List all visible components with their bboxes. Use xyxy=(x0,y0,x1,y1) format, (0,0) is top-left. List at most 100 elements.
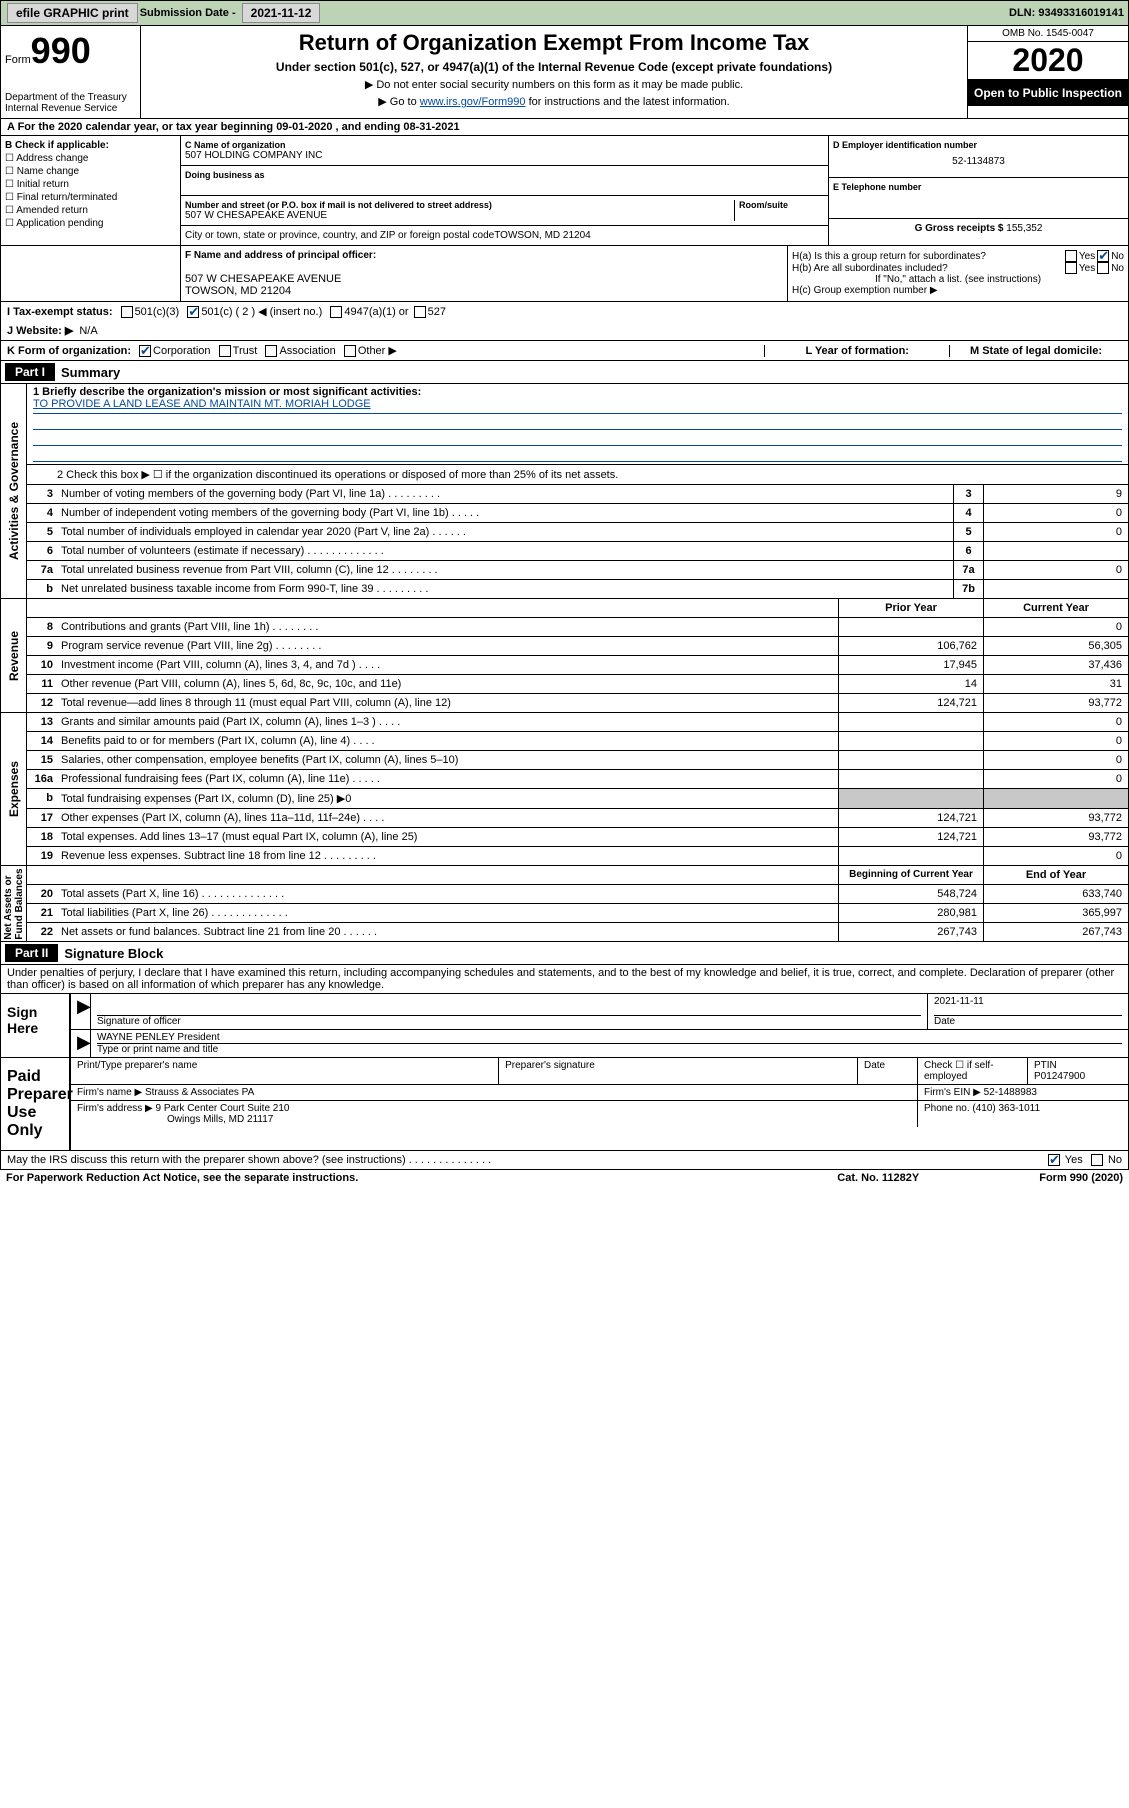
chk-501c[interactable] xyxy=(187,306,199,318)
firm-phone-label: Phone no. xyxy=(924,1103,972,1114)
city: TOWSON, MD 21204 xyxy=(494,230,591,241)
form-subtitle: Under section 501(c), 527, or 4947(a)(1)… xyxy=(149,60,959,74)
ha-label: H(a) Is this a group return for subordin… xyxy=(792,251,1063,262)
f-addr2: TOWSON, MD 21204 xyxy=(185,285,783,297)
chk-initial-return[interactable]: ☐ Initial return xyxy=(5,179,176,190)
part1-header: Part ISummary xyxy=(0,361,1129,384)
chk-4947[interactable] xyxy=(330,306,342,318)
chk-trust[interactable] xyxy=(219,345,231,357)
chk-501c3[interactable] xyxy=(121,306,133,318)
prep-sig-label: Preparer's signature xyxy=(505,1060,595,1071)
top-bar: efile GRAPHIC print Submission Date - 20… xyxy=(0,0,1129,26)
row-a-period: A For the 2020 calendar year, or tax yea… xyxy=(0,119,1129,136)
form-title: Return of Organization Exempt From Incom… xyxy=(149,30,959,56)
chk-amended[interactable]: ☐ Amended return xyxy=(5,205,176,216)
gross-label: G Gross receipts $ xyxy=(915,223,1007,234)
street-label: Number and street (or P.O. box if mail i… xyxy=(185,200,734,210)
firm-name: Strauss & Associates PA xyxy=(145,1087,254,1098)
chk-527[interactable] xyxy=(414,306,426,318)
chk-corp[interactable] xyxy=(139,345,151,357)
irs-link[interactable]: www.irs.gov/Form990 xyxy=(420,96,526,108)
vlabel-na: Net Assets or Fund Balances xyxy=(3,868,25,939)
dba-label: Doing business as xyxy=(185,170,824,180)
ha-no[interactable] xyxy=(1097,250,1109,262)
table-row: 15Salaries, other compensation, employee… xyxy=(27,751,1128,770)
ein-label: D Employer identification number xyxy=(833,140,1124,150)
print-name-label: Print/Type preparer's name xyxy=(77,1060,197,1071)
grid-netassets: Net Assets or Fund Balances Beginning of… xyxy=(0,866,1129,942)
sign-block: Sign Here ▶ Signature of officer 2021-11… xyxy=(0,994,1129,1058)
table-row: 7aTotal unrelated business revenue from … xyxy=(27,561,1128,580)
chk-name-change[interactable]: ☐ Name change xyxy=(5,166,176,177)
row-k-formtype: K Form of organization: Corporation Trus… xyxy=(0,341,1129,361)
firm-ein-label: Firm's EIN ▶ xyxy=(924,1087,981,1098)
table-row: 3Number of voting members of the governi… xyxy=(27,485,1128,504)
row-i-status: I Tax-exempt status: 501(c)(3) 501(c) ( … xyxy=(0,302,1129,321)
discuss-yes[interactable] xyxy=(1048,1154,1060,1166)
efile-button[interactable]: efile GRAPHIC print xyxy=(7,3,138,23)
table-row: 12Total revenue—add lines 8 through 11 (… xyxy=(27,694,1128,712)
chk-other[interactable] xyxy=(344,345,356,357)
phone-label: E Telephone number xyxy=(833,182,1124,192)
f-label: F Name and address of principal officer: xyxy=(185,250,783,261)
discuss-no[interactable] xyxy=(1091,1154,1103,1166)
org-info-block: B Check if applicable: ☐ Address change … xyxy=(0,136,1129,246)
hdr-boy: Beginning of Current Year xyxy=(838,866,983,884)
city-label: City or town, state or province, country… xyxy=(185,230,494,241)
table-row: bTotal fundraising expenses (Part IX, co… xyxy=(27,789,1128,809)
table-row: 17Other expenses (Part IX, column (A), l… xyxy=(27,809,1128,828)
self-emp-label: Check ☐ if self-employed xyxy=(924,1060,994,1082)
firm-ein: 52-1488983 xyxy=(984,1087,1037,1098)
org-name-label: C Name of organization xyxy=(185,140,824,150)
table-row: 20Total assets (Part X, line 16) . . . .… xyxy=(27,885,1128,904)
part2-header: Part IISignature Block xyxy=(0,942,1129,965)
vlabel-rev: Revenue xyxy=(7,630,21,680)
table-row: 18Total expenses. Add lines 13–17 (must … xyxy=(27,828,1128,847)
firm-name-label: Firm's name ▶ xyxy=(77,1087,142,1098)
hdr-eoy: End of Year xyxy=(983,866,1128,884)
firm-addr-label: Firm's address ▶ xyxy=(77,1103,153,1114)
date-label: Date xyxy=(934,1016,955,1027)
hc-label: H(c) Group exemption number ▶ xyxy=(792,285,1124,296)
arrow-icon: ▶ xyxy=(71,994,91,1029)
row-j-website: J Website: ▶ N/A xyxy=(0,321,1129,341)
penalty-statement: Under penalties of perjury, I declare th… xyxy=(0,965,1129,994)
fh-block: F Name and address of principal officer:… xyxy=(0,246,1129,302)
form-number: 990 xyxy=(31,30,91,72)
form-header: Form990 Department of the Treasury Inter… xyxy=(0,26,1129,119)
hb-yes[interactable] xyxy=(1065,262,1077,274)
chk-final-return[interactable]: ☐ Final return/terminated xyxy=(5,192,176,203)
hdr-prior: Prior Year xyxy=(838,599,983,617)
chk-assoc[interactable] xyxy=(265,345,277,357)
paid-preparer-label: Paid Preparer Use Only xyxy=(1,1058,71,1150)
submission-date-button[interactable]: 2021-11-12 xyxy=(242,3,321,23)
ein: 52-1134873 xyxy=(833,150,1124,173)
dln: DLN: 93493316019141 xyxy=(1009,7,1124,19)
paid-preparer-block: Paid Preparer Use Only Print/Type prepar… xyxy=(0,1058,1129,1151)
sign-date: 2021-11-11 xyxy=(934,996,1122,1016)
table-row: bNet unrelated business taxable income f… xyxy=(27,580,1128,598)
table-row: 13Grants and similar amounts paid (Part … xyxy=(27,713,1128,732)
table-row: 8Contributions and grants (Part VIII, li… xyxy=(27,618,1128,637)
table-row: 21Total liabilities (Part X, line 26) . … xyxy=(27,904,1128,923)
type-label: Type or print name and title xyxy=(97,1044,218,1055)
grid-expenses: Expenses 13Grants and similar amounts pa… xyxy=(0,713,1129,866)
hb-note: If "No," attach a list. (see instruction… xyxy=(792,274,1124,285)
ha-yes[interactable] xyxy=(1065,250,1077,262)
grid-activities: Activities & Governance 1 Briefly descri… xyxy=(0,384,1129,599)
dept-treasury: Department of the Treasury Internal Reve… xyxy=(5,92,136,114)
l-label: L Year of formation: xyxy=(764,345,949,357)
org-name: 507 HOLDING COMPANY INC xyxy=(185,150,322,161)
street: 507 W CHESAPEAKE AVENUE xyxy=(185,210,327,221)
mission-text: TO PROVIDE A LAND LEASE AND MAINTAIN MT.… xyxy=(33,398,371,410)
line2: 2 Check this box ▶ ☐ if the organization… xyxy=(27,465,1128,484)
footer-form: Form 990 (2020) xyxy=(1039,1172,1123,1184)
note-ssn: ▶ Do not enter social security numbers o… xyxy=(149,78,959,91)
hb-no[interactable] xyxy=(1097,262,1109,274)
table-row: 14Benefits paid to or for members (Part … xyxy=(27,732,1128,751)
footer-cat: Cat. No. 11282Y xyxy=(837,1172,919,1184)
gross-receipts: 155,352 xyxy=(1006,223,1042,234)
table-row: 16aProfessional fundraising fees (Part I… xyxy=(27,770,1128,789)
chk-address-change[interactable]: ☐ Address change xyxy=(5,153,176,164)
chk-pending[interactable]: ☐ Application pending xyxy=(5,218,176,229)
